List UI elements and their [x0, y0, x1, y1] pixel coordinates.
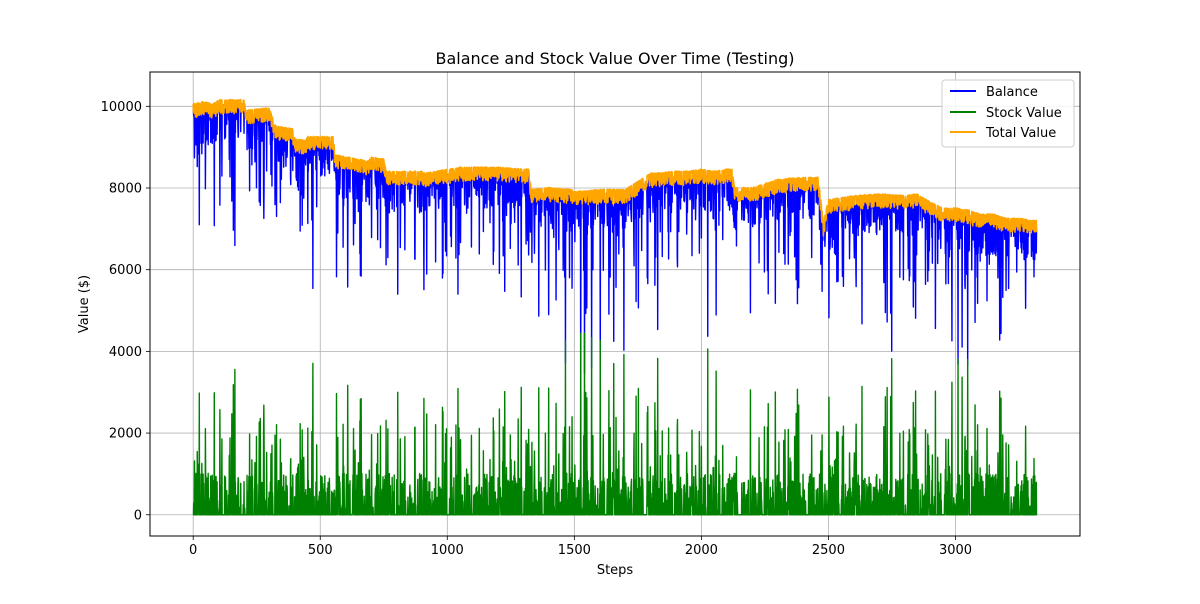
x-tick-label: 3000	[939, 543, 972, 558]
y-axis-label: Value ($)	[77, 275, 92, 333]
plot-frame	[149, 71, 1081, 537]
x-tick-label: 2000	[685, 543, 718, 558]
legend: Balance Stock Value Total Value	[941, 79, 1075, 148]
plot-area	[192, 98, 1038, 516]
x-tick-label: 1500	[558, 543, 591, 558]
x-tick-label: 1000	[431, 543, 464, 558]
y-tick-label: 0	[134, 508, 142, 523]
ticks: 0 500 1000 1500 2000 2500 3000 0 2000 4000 6000 800…	[101, 100, 972, 558]
legend-box	[941, 79, 1075, 148]
x-axis-label: Steps	[597, 563, 634, 578]
x-tick-label: 2500	[812, 543, 845, 558]
legend-label-total-value: Total Value	[985, 126, 1056, 141]
legend-label-balance: Balance	[986, 85, 1038, 100]
y-tick-label: 6000	[109, 263, 142, 278]
y-tick-label: 2000	[109, 427, 142, 442]
series-line-stock-value	[192, 332, 1038, 516]
x-tick-label: 500	[308, 543, 333, 558]
chart-title: Balance and Stock Value Over Time (Testi…	[435, 49, 794, 68]
y-tick-label: 8000	[109, 182, 142, 197]
y-tick-label: 4000	[109, 345, 142, 360]
x-tick-label: 0	[189, 543, 197, 558]
y-tick-label: 10000	[101, 100, 142, 115]
legend-label-stock-value: Stock Value	[986, 106, 1062, 121]
series-line-total-value	[192, 98, 1038, 237]
